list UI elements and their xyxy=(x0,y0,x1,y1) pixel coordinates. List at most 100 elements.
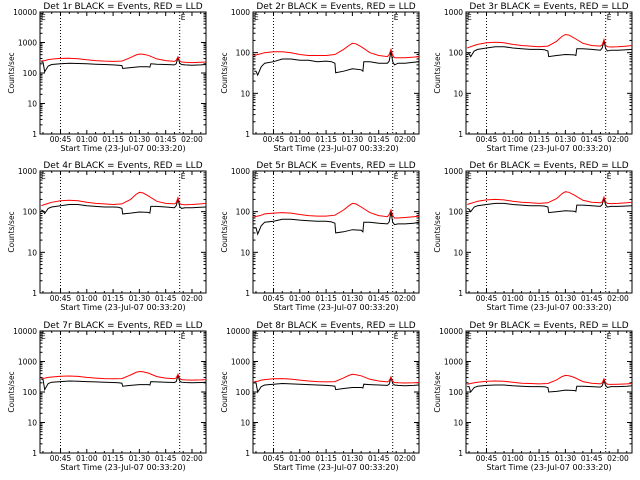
x-tick-label: 02:00 xyxy=(181,294,203,303)
series-line-lld xyxy=(254,42,420,59)
y-tick-label: 100 xyxy=(236,49,251,58)
plot-frame xyxy=(252,330,420,454)
chart-title: Det 4r BLACK = Events, RED = LLD xyxy=(43,161,202,171)
y-tick-label: 10 xyxy=(240,419,250,428)
y-tick-label: 1 xyxy=(245,289,250,298)
y-axis-label: Counts/sec xyxy=(220,371,229,412)
y-tick-label: 10 xyxy=(240,89,250,98)
series-line-events xyxy=(466,41,633,58)
marker-label: E xyxy=(181,332,186,341)
x-tick-label: 01:15 xyxy=(102,135,124,144)
x-tick-label: 01:30 xyxy=(555,294,577,303)
marker-label: E xyxy=(394,13,399,22)
x-tick-label: 01:30 xyxy=(129,294,151,303)
chart-panel-9: Det 9r BLACK = Events, RED = LLD Counts/s… xyxy=(433,321,633,472)
chart-panel-4: Det 4r BLACK = Events, RED = LLD Counts/s… xyxy=(7,161,207,312)
y-tick-label: 1000 xyxy=(18,167,37,176)
x-tick-label: 02:00 xyxy=(607,454,629,463)
x-tick-label: 01:45 xyxy=(155,135,177,144)
x-tick-label: 02:00 xyxy=(181,454,203,463)
x-tick-label: 01:45 xyxy=(155,294,177,303)
plot-frame xyxy=(39,330,207,454)
y-tick-label: 10 xyxy=(240,248,250,257)
x-axis-label: Start Time (23-Jul-07 00:33:20) xyxy=(60,463,185,472)
y-tick-label: 10000 xyxy=(13,8,37,17)
corner-marker: E xyxy=(254,13,259,22)
x-tick-label: 01:45 xyxy=(581,454,603,463)
plot-frame xyxy=(252,170,420,294)
x-tick-label: 01:00 xyxy=(502,294,524,303)
x-tick-label: 00:45 xyxy=(476,294,498,303)
marker-label: E xyxy=(394,172,399,181)
x-tick-label: 01:15 xyxy=(528,454,550,463)
series-line-events xyxy=(254,50,420,77)
x-tick-label: 01:30 xyxy=(555,135,577,144)
marker-label: E xyxy=(607,13,612,22)
y-axis-label: Counts/sec xyxy=(7,52,16,93)
marker-label: E xyxy=(181,13,186,22)
y-axis-label: Counts/sec xyxy=(7,371,16,412)
x-tick-label: 01:30 xyxy=(129,454,151,463)
x-tick-label: 01:45 xyxy=(581,294,603,303)
series-line-lld xyxy=(41,53,207,64)
x-tick-label: 00:45 xyxy=(476,454,498,463)
y-axis-label: Counts/sec xyxy=(433,52,442,93)
x-tick-label: 01:45 xyxy=(368,294,390,303)
x-tick-label: 02:00 xyxy=(607,135,629,144)
chart-panel-8: Det 8r BLACK = Events, RED = LLD Counts/s… xyxy=(220,321,420,472)
x-tick-label: 01:15 xyxy=(102,454,124,463)
series-line-events xyxy=(467,378,633,394)
corner-marker: E xyxy=(41,172,46,181)
corner-marker: E xyxy=(41,13,46,22)
x-tick-label: 01:15 xyxy=(315,294,337,303)
x-tick-label: 00:45 xyxy=(50,294,72,303)
x-tick-label: 00:45 xyxy=(263,454,285,463)
y-tick-label: 1000 xyxy=(444,8,463,17)
plot-frame xyxy=(39,170,207,294)
series-line-events xyxy=(40,197,207,215)
x-tick-label: 00:45 xyxy=(50,454,72,463)
marker-label: E xyxy=(607,332,612,341)
chart-title: Det 2r BLACK = Events, RED = LLD xyxy=(256,2,415,12)
x-tick-label: 00:45 xyxy=(476,135,498,144)
chart-panel-3: Det 3r BLACK = Events, RED = LLD Counts/s… xyxy=(433,2,633,153)
x-tick-label: 01:00 xyxy=(76,454,98,463)
corner-marker: E xyxy=(254,172,259,181)
corner-marker: E xyxy=(41,332,46,341)
y-tick-label: 1 xyxy=(458,289,463,298)
x-axis-label: Start Time (23-Jul-07 00:33:20) xyxy=(60,303,185,312)
y-tick-label: 10 xyxy=(27,419,37,428)
chart-panel-5: Det 5r BLACK = Events, RED = LLD Counts/s… xyxy=(220,161,420,312)
y-tick-label: 10 xyxy=(27,100,37,109)
x-tick-label: 00:45 xyxy=(263,294,285,303)
x-axis-label: Start Time (23-Jul-07 00:33:20) xyxy=(273,303,398,312)
x-tick-label: 00:45 xyxy=(50,135,72,144)
y-axis-label: Counts/sec xyxy=(7,211,16,252)
series-line-lld xyxy=(467,374,633,385)
plot-frame xyxy=(465,170,633,294)
series-line-events xyxy=(466,196,633,214)
y-tick-label: 1 xyxy=(32,130,37,139)
y-axis-label: Counts/sec xyxy=(433,211,442,252)
plot-frame xyxy=(252,11,420,135)
y-tick-label: 1000 xyxy=(18,358,37,367)
series-line-events xyxy=(254,375,420,394)
series-line-lld xyxy=(41,370,207,381)
y-tick-label: 1 xyxy=(458,130,463,139)
chart-title: Det 1r BLACK = Events, RED = LLD xyxy=(43,2,202,12)
x-tick-label: 01:15 xyxy=(528,135,550,144)
y-axis-label: Counts/sec xyxy=(220,52,229,93)
chart-title: Det 5r BLACK = Events, RED = LLD xyxy=(256,161,415,171)
y-tick-label: 100 xyxy=(449,49,464,58)
chart-title: Det 9r BLACK = Events, RED = LLD xyxy=(469,321,628,331)
x-tick-label: 02:00 xyxy=(181,135,203,144)
series-line-lld xyxy=(467,191,633,205)
chart-panel-7: Det 7r BLACK = Events, RED = LLD Counts/s… xyxy=(7,321,207,472)
y-tick-label: 1 xyxy=(245,130,250,139)
marker-label: E xyxy=(394,332,399,341)
x-tick-label: 02:00 xyxy=(607,294,629,303)
x-tick-label: 01:15 xyxy=(528,294,550,303)
chart-title: Det 7r BLACK = Events, RED = LLD xyxy=(43,321,202,331)
y-tick-label: 100 xyxy=(23,388,38,397)
